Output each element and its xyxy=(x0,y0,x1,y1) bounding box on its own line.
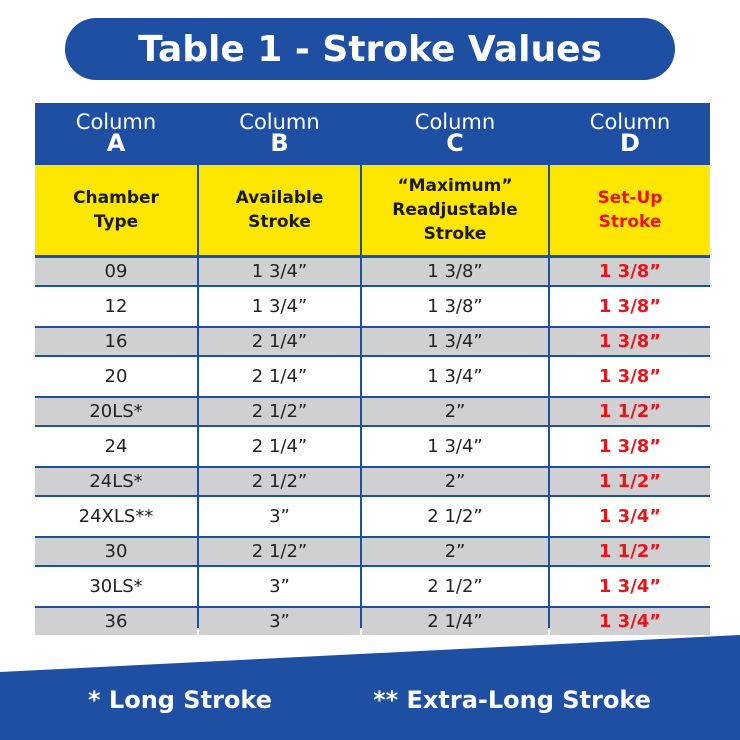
table-cell: 1 3/4” xyxy=(199,287,360,326)
table-cell: 30LS* xyxy=(35,567,197,606)
table-cell: 1 3/4” xyxy=(362,427,548,466)
table-cell: 30 xyxy=(35,538,197,565)
table-cell: 1 1/2” xyxy=(550,468,710,495)
column-label: Column xyxy=(414,110,496,134)
table-cell: 1 3/4” xyxy=(550,567,710,606)
footnote: ** Extra-Long Stroke xyxy=(373,686,651,714)
table-cell: 1 3/4” xyxy=(362,328,548,355)
table-cell: 1 1/2” xyxy=(550,538,710,565)
table-cell: 12 xyxy=(35,287,197,326)
column-header: Column A xyxy=(35,103,197,163)
table-cell: 1 3/8” xyxy=(550,258,710,285)
table-cell: 20LS* xyxy=(35,398,197,425)
heading-line: Type xyxy=(93,212,139,232)
heading-line: Stroke xyxy=(423,224,487,244)
table-cell: 2 1/2” xyxy=(199,538,360,565)
footnote: * Long Stroke xyxy=(88,686,272,714)
table-cell: 1 3/8” xyxy=(362,287,548,326)
table-cell: 2 1/4” xyxy=(362,608,548,635)
heading-line: Readjustable xyxy=(392,200,518,220)
table-cell: 2 1/2” xyxy=(199,398,360,425)
column-heading: Available Stroke xyxy=(199,165,360,255)
column-letter: D xyxy=(620,129,640,157)
table-cell: 2 1/2” xyxy=(362,497,548,536)
table-cell: 1 3/8” xyxy=(550,357,710,396)
column-header: Column B xyxy=(199,103,360,163)
table-cell: 2 1/2” xyxy=(199,468,360,495)
table-cell: 2” xyxy=(362,538,548,565)
table-cell: 36 xyxy=(35,608,197,635)
heading-line: Stroke xyxy=(248,212,311,232)
column-heading: Chamber Type xyxy=(35,165,197,255)
column-letter: A xyxy=(106,129,126,157)
table-cell: 1 3/4” xyxy=(199,258,360,285)
column-label: Column xyxy=(239,110,320,134)
table-cell: 1 3/8” xyxy=(550,328,710,355)
table-cell: 1 3/8” xyxy=(550,427,710,466)
table-cell: 3” xyxy=(199,497,360,536)
column-heading: “Maximum” Readjustable Stroke xyxy=(362,165,548,255)
heading-line: Set-Up xyxy=(597,188,663,208)
table-cell: 24 xyxy=(35,427,197,466)
title: Table 1 - Stroke Values xyxy=(65,18,675,80)
column-letter: C xyxy=(446,129,464,157)
table-cell: 2” xyxy=(362,468,548,495)
table-cell: 1 1/2” xyxy=(550,398,710,425)
column-heading: Set-Up Stroke xyxy=(550,165,710,255)
table-cell: 1 3/4” xyxy=(550,608,710,635)
table-cell: 3” xyxy=(199,608,360,635)
table-cell: 2” xyxy=(362,398,548,425)
column-label: Column xyxy=(75,110,157,134)
table-cell: 09 xyxy=(35,258,197,285)
table-cell: 2 1/4” xyxy=(199,427,360,466)
table-cell: 1 3/8” xyxy=(550,287,710,326)
table-cell: 20 xyxy=(35,357,197,396)
table-cell: 1 3/8” xyxy=(362,258,548,285)
column-header: Column D xyxy=(550,103,710,163)
heading-line: Chamber xyxy=(73,188,159,208)
table-cell: 2 1/4” xyxy=(199,357,360,396)
column-label: Column xyxy=(589,110,671,134)
table-cell: 3” xyxy=(199,567,360,606)
table-cell: 1 3/4” xyxy=(550,497,710,536)
table-cell: 16 xyxy=(35,328,197,355)
heading-line: Available xyxy=(235,188,324,208)
table-cell: 24XLS** xyxy=(35,497,197,536)
table-cell: 24LS* xyxy=(35,468,197,495)
footer-band xyxy=(0,635,740,740)
table-cell: 2 1/4” xyxy=(199,328,360,355)
column-header: Column C xyxy=(362,103,548,163)
heading-line: Stroke xyxy=(598,212,662,232)
column-letter: B xyxy=(270,129,289,157)
heading-line: “Maximum” xyxy=(397,176,513,196)
table-cell: 1 3/4” xyxy=(362,357,548,396)
table-cell: 2 1/2” xyxy=(362,567,548,606)
